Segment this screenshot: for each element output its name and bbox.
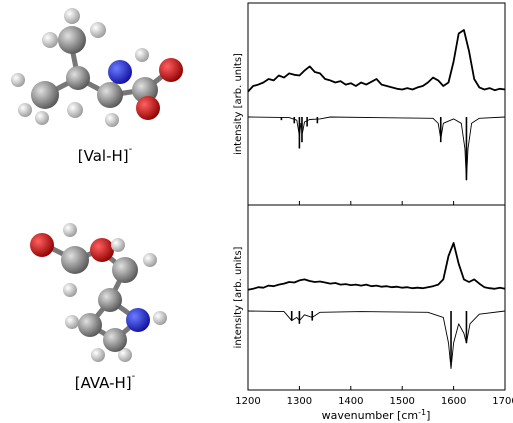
x-tick-label: 1400: [338, 396, 363, 407]
x-title-sup: -1: [418, 408, 426, 417]
x-axis-title: wavenumber [cm-1]: [322, 408, 431, 423]
charge: -: [129, 144, 133, 155]
x-tick-label: 1600: [441, 396, 466, 407]
molecule-label: [Val-H]-: [78, 144, 133, 165]
x-tick-label: 1300: [287, 396, 312, 407]
x-title-end: ]: [426, 409, 430, 422]
label-text: [Val-H]: [78, 147, 129, 165]
molecule-label: [AVA-H]-: [75, 371, 136, 392]
x-tick-label: 1700: [492, 396, 513, 407]
figure: [Val-H]- [AVA-H]- wavenumber [cm-1] inte…: [0, 0, 513, 423]
molecule-ava: [30, 223, 167, 362]
plot-frame: [248, 205, 505, 390]
measured-spectrum: [248, 30, 505, 92]
molecule-val: [11, 8, 183, 127]
y-axis-title: intensity [arb. units]: [233, 53, 244, 155]
x-tick-label: 1200: [235, 396, 260, 407]
y-axis-title: intensity [arb. units]: [233, 246, 244, 348]
x-tick-label: 1500: [389, 396, 414, 407]
x-title-text: wavenumber [cm: [322, 409, 419, 422]
label-text: [AVA-H]: [75, 374, 132, 392]
charge: -: [132, 371, 136, 382]
measured-spectrum: [248, 243, 505, 290]
